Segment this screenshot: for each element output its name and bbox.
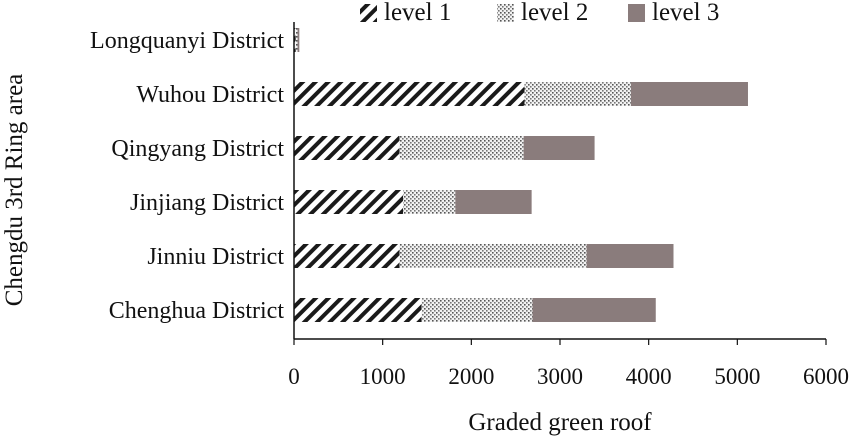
- category-label: Longquanyi District: [90, 28, 284, 54]
- x-tick-label: 3000: [537, 364, 583, 389]
- bar-1-2: [294, 82, 525, 106]
- bar-3-2: [630, 82, 748, 106]
- x-tick-label: 1000: [360, 364, 406, 389]
- axes-group: [293, 22, 826, 340]
- x-tick-label: 6000: [803, 364, 849, 389]
- bar-2-3: [399, 136, 524, 160]
- category-label: Jinniu District: [147, 244, 284, 270]
- bar-1-5: [294, 244, 400, 268]
- category-label: Wuhou District: [136, 82, 284, 108]
- bar-2-2: [524, 82, 631, 106]
- x-tick-label: 0: [288, 364, 300, 389]
- legend-label-3: level 3: [652, 0, 719, 26]
- legend-swatch-2: [497, 4, 514, 22]
- legend-label-1: level 1: [384, 0, 451, 26]
- y-axis-title: Chengdu 3rd Ring area: [1, 74, 28, 307]
- x-tick-labels: 0 1000 2000 3000 4000 5000 6000: [288, 339, 849, 389]
- legend-swatch-1: [360, 4, 377, 22]
- bar-3-4: [455, 190, 532, 214]
- bar-3-5: [586, 244, 674, 268]
- bars-group: [294, 28, 748, 322]
- bar-1-3: [294, 136, 400, 160]
- bar-1-4: [294, 190, 404, 214]
- legend-swatch-3: [628, 4, 645, 22]
- bar-3-6: [532, 298, 656, 322]
- category-label: Chenghua District: [109, 298, 285, 324]
- x-tick-label: 5000: [714, 364, 760, 389]
- bar-3-1: [297, 28, 300, 52]
- bar-1-6: [294, 298, 422, 322]
- bar-1-1: [294, 28, 296, 52]
- bar-2-5: [399, 244, 587, 268]
- legend: level 1 level 2 level 3: [360, 0, 719, 26]
- bar-2-4: [403, 190, 456, 214]
- legend-label-2: level 2: [521, 0, 588, 26]
- bar-2-6: [421, 298, 533, 322]
- bar-2-1: [295, 28, 298, 52]
- x-tick-label: 4000: [626, 364, 672, 389]
- category-labels: Longquanyi District Wuhou District Qingyan…: [90, 28, 284, 324]
- x-axis-title: Graded green roof: [468, 409, 652, 436]
- bar-3-3: [523, 136, 595, 160]
- x-tick-label: 2000: [448, 364, 494, 389]
- category-label: Jinjiang District: [130, 190, 284, 216]
- category-label: Qingyang District: [111, 136, 284, 162]
